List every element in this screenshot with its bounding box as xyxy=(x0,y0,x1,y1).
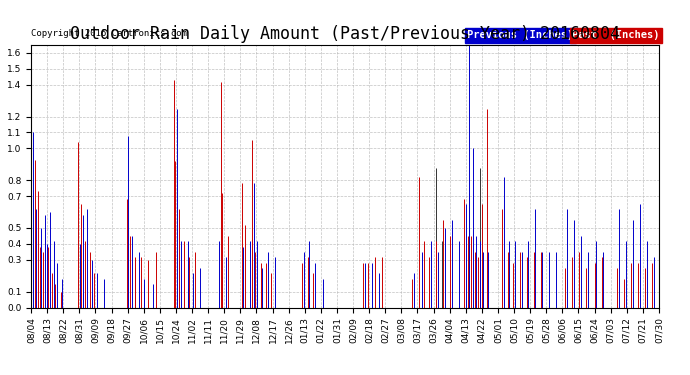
Text: Previous (Inches): Previous (Inches) xyxy=(467,30,573,40)
Title: Outdoor Rain Daily Amount (Past/Previous Year) 20160804: Outdoor Rain Daily Amount (Past/Previous… xyxy=(70,26,620,44)
Text: Past  (Inches): Past (Inches) xyxy=(572,30,660,40)
Text: Copyright 2016 Cartronics.com: Copyright 2016 Cartronics.com xyxy=(31,30,187,39)
